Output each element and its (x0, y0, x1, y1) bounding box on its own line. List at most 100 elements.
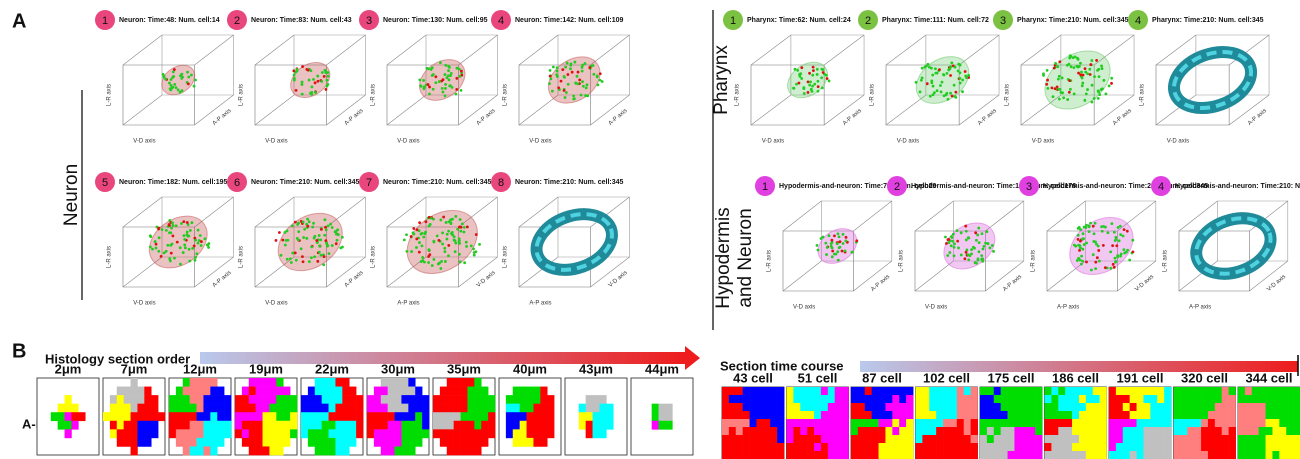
section-cell (329, 412, 336, 421)
section-cell (349, 412, 356, 421)
section-cell (652, 421, 659, 430)
cell-dot (447, 230, 450, 233)
cell-dot (946, 72, 949, 75)
section-cell (1293, 435, 1300, 443)
section-cell (183, 404, 190, 413)
section-cell (1259, 395, 1266, 403)
section-cell (929, 395, 936, 403)
plot-title: Neuron: Time:83: Num. cell:43 (251, 17, 352, 24)
cell-dot (286, 229, 289, 232)
section-cell (1215, 419, 1222, 427)
section-cell (137, 387, 144, 396)
cell-dot (171, 221, 174, 224)
section-cell (533, 429, 540, 438)
section-cell (1164, 395, 1171, 403)
section-cell (513, 438, 520, 447)
section-cell (1222, 387, 1229, 395)
section-cell (329, 395, 336, 404)
cell-dot (432, 88, 435, 91)
section-cell (916, 411, 923, 419)
section-cell (787, 403, 794, 411)
section-cell (1279, 419, 1286, 427)
section-cell (1164, 427, 1171, 435)
section-cell (315, 378, 322, 387)
section-cell (828, 387, 835, 395)
section-cell (131, 395, 138, 404)
section-cell (527, 438, 534, 447)
section-cell (906, 387, 913, 395)
section-cell (461, 404, 468, 413)
section-cell (520, 429, 527, 438)
cell-dot (960, 231, 963, 234)
section-cell (936, 451, 943, 459)
cell-dot (1042, 74, 1045, 77)
cell-dot (320, 80, 323, 83)
section-cell (1252, 443, 1259, 451)
section-cell (329, 429, 336, 438)
section-cell (342, 421, 349, 430)
section-cell (1079, 395, 1086, 403)
cell-dot (1046, 79, 1049, 82)
section-cell (736, 419, 743, 427)
section-cell (722, 395, 729, 403)
section-cell (885, 387, 892, 395)
section-cell (110, 421, 117, 430)
section-cell (1058, 427, 1065, 435)
section-cell (1109, 411, 1116, 419)
section-cell (1086, 451, 1093, 459)
section-cell (929, 403, 936, 411)
section-cell (1259, 435, 1266, 443)
cell-dot (1077, 238, 1080, 241)
cell-dot (1046, 87, 1049, 90)
section-cell (1093, 435, 1100, 443)
cell-dot (833, 234, 836, 237)
cell-dot (817, 85, 820, 88)
section-cell (1079, 443, 1086, 451)
cell-dot (820, 76, 823, 79)
section-cell (807, 403, 814, 411)
section-cell (1238, 403, 1245, 411)
cell-dot (445, 238, 448, 241)
cell-dot (816, 244, 819, 247)
section-cell (1086, 387, 1093, 395)
section-cell (235, 395, 242, 404)
section-cell (1222, 427, 1229, 435)
cell-dot (1068, 79, 1071, 82)
section-cell (1123, 411, 1130, 419)
cell-dot (422, 79, 425, 82)
cell-dot (297, 230, 300, 233)
section-cell (269, 438, 276, 447)
cell-dot (465, 241, 468, 244)
section-cell (865, 387, 872, 395)
cell-dot (326, 71, 329, 74)
section-cell (1058, 435, 1065, 443)
cell-dot (326, 245, 329, 248)
section-cell (1180, 451, 1187, 459)
cell-dot (842, 233, 845, 236)
section-cell (454, 412, 461, 421)
section-cell (447, 421, 454, 430)
cell-dot (837, 232, 840, 235)
cell-dot (187, 76, 190, 79)
section-cell (1174, 403, 1181, 411)
cell-dot (311, 226, 314, 229)
section-cell (1001, 403, 1008, 411)
cell-dot (1081, 84, 1084, 87)
section-cell (249, 404, 256, 413)
section-cell (835, 435, 842, 443)
section-cell (593, 412, 600, 421)
section-cell (835, 427, 842, 435)
section-cell (124, 412, 131, 421)
section-cell (1272, 387, 1279, 395)
cell-dot (193, 85, 196, 88)
section-cell (943, 411, 950, 419)
section-cell (729, 387, 736, 395)
cell-dot (289, 257, 292, 260)
section-cell (787, 435, 794, 443)
section-cell (1215, 451, 1222, 459)
section-cell (401, 429, 408, 438)
section-cell (879, 443, 886, 451)
section-cell (1201, 419, 1208, 427)
section-cell (828, 411, 835, 419)
section-cell (599, 412, 606, 421)
